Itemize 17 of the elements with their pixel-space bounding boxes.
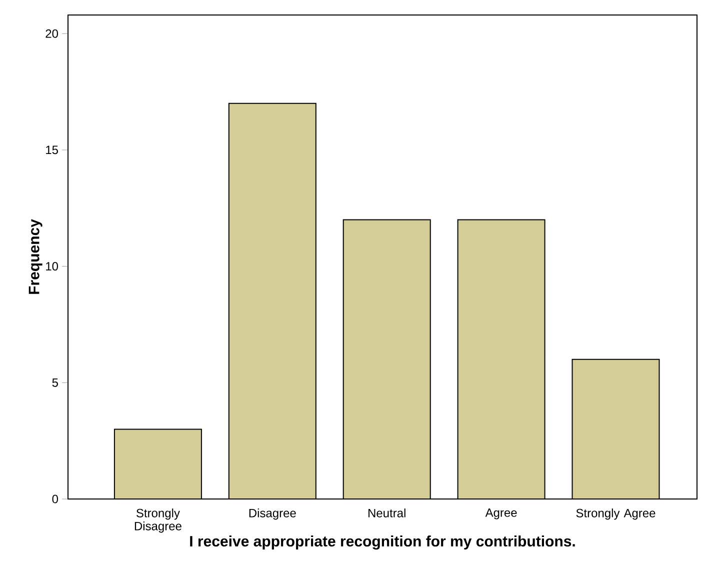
y-tick-label: 0 <box>52 494 58 504</box>
x-tick-label: Disagree <box>249 508 296 520</box>
y-tick-label: 15 <box>46 146 58 154</box>
bar <box>114 429 202 499</box>
bar <box>343 220 430 499</box>
x-tick-label: Neutral <box>368 508 406 518</box>
y-tick-label: 10 <box>46 262 58 271</box>
y-tick-label: 5 <box>52 378 58 387</box>
x-tick-label: Strongly Disagree <box>134 508 182 533</box>
bar <box>572 358 660 499</box>
x-axis-title: I receive appropriate recognition for my contributions. <box>190 536 575 550</box>
bar <box>458 220 545 499</box>
x-tick-label: Strongly Agree <box>576 508 656 520</box>
bar <box>228 103 316 499</box>
y-axis-title: Frequency <box>28 219 42 294</box>
y-tick-label: 20 <box>46 29 58 38</box>
x-tick-label: Agree <box>485 508 517 520</box>
